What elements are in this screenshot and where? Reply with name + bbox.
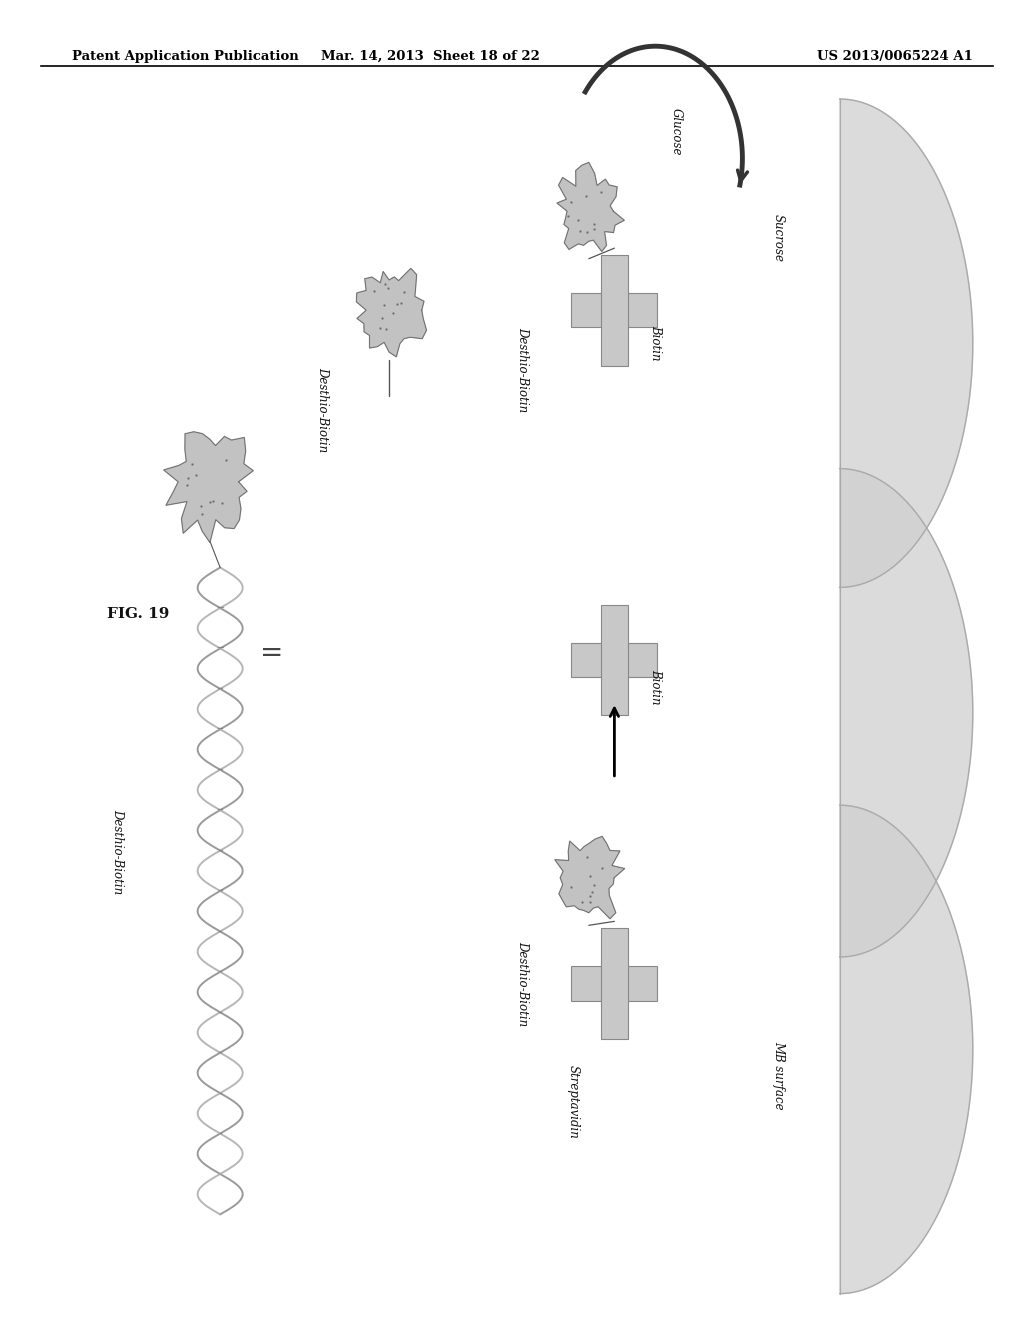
Text: Mar. 14, 2013  Sheet 18 of 22: Mar. 14, 2013 Sheet 18 of 22	[321, 50, 540, 63]
Polygon shape	[840, 805, 973, 1294]
Bar	[601, 605, 628, 715]
Polygon shape	[555, 837, 625, 919]
Text: Desthio-Biotin: Desthio-Biotin	[516, 327, 528, 412]
Text: Sucrose: Sucrose	[772, 214, 784, 261]
Text: Patent Application Publication: Patent Application Publication	[72, 50, 298, 63]
Text: FIG. 19: FIG. 19	[108, 607, 169, 620]
Text: Streptavidin: Streptavidin	[567, 1065, 580, 1139]
Bar	[601, 255, 628, 366]
Text: Biotin: Biotin	[649, 669, 662, 704]
Bar	[571, 643, 657, 677]
Polygon shape	[557, 162, 625, 252]
Text: Biotin: Biotin	[649, 326, 662, 360]
Polygon shape	[164, 432, 253, 543]
Text: =: =	[260, 639, 283, 668]
Text: Desthio-Biotin: Desthio-Biotin	[516, 941, 528, 1026]
Text: Desthio-Biotin: Desthio-Biotin	[112, 809, 124, 894]
Text: US 2013/0065224 A1: US 2013/0065224 A1	[817, 50, 973, 63]
Text: Glucose: Glucose	[670, 108, 682, 156]
Text: MB surface: MB surface	[772, 1041, 784, 1110]
Polygon shape	[356, 268, 427, 356]
Polygon shape	[840, 99, 973, 587]
Bar	[571, 293, 657, 327]
Bar	[571, 966, 657, 1001]
Text: Desthio-Biotin: Desthio-Biotin	[316, 367, 329, 451]
Bar	[601, 928, 628, 1039]
Polygon shape	[840, 469, 973, 957]
